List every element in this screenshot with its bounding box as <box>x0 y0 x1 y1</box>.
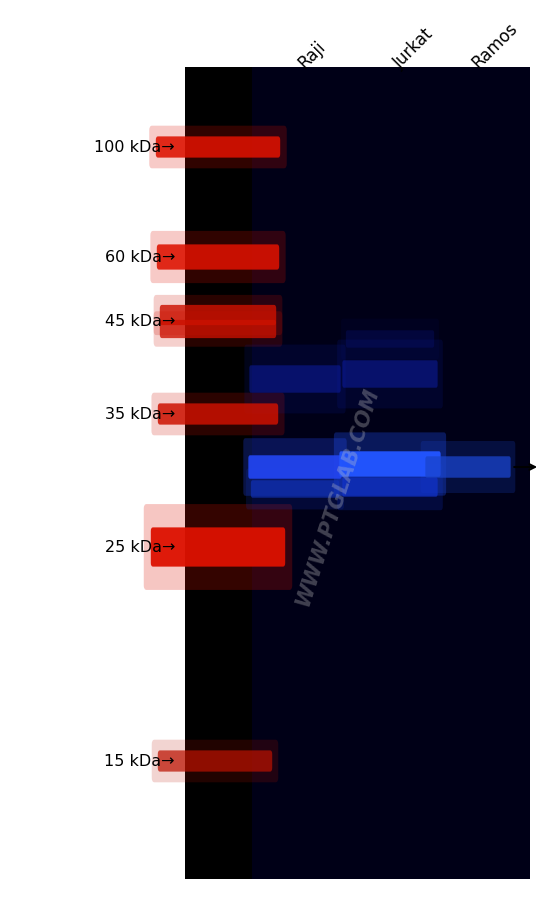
FancyBboxPatch shape <box>341 319 439 360</box>
FancyBboxPatch shape <box>339 452 441 477</box>
FancyBboxPatch shape <box>149 126 287 170</box>
FancyBboxPatch shape <box>244 345 345 414</box>
Text: WWW.PTGLAB.COM: WWW.PTGLAB.COM <box>293 384 382 608</box>
Text: 35 kDa→: 35 kDa→ <box>104 407 175 422</box>
FancyBboxPatch shape <box>156 137 280 159</box>
FancyBboxPatch shape <box>337 465 443 511</box>
Text: Jurkat: Jurkat <box>390 25 437 72</box>
FancyBboxPatch shape <box>151 393 284 436</box>
Text: 45 kDa→: 45 kDa→ <box>104 314 175 329</box>
FancyBboxPatch shape <box>144 504 292 590</box>
FancyBboxPatch shape <box>153 296 282 336</box>
FancyBboxPatch shape <box>342 361 438 388</box>
FancyBboxPatch shape <box>151 528 285 567</box>
FancyBboxPatch shape <box>346 331 434 348</box>
Text: Ramos: Ramos <box>468 19 521 72</box>
FancyBboxPatch shape <box>160 320 276 339</box>
FancyBboxPatch shape <box>153 312 282 347</box>
FancyBboxPatch shape <box>251 481 339 498</box>
FancyBboxPatch shape <box>425 456 510 478</box>
Text: 60 kDa→: 60 kDa→ <box>104 250 175 265</box>
FancyBboxPatch shape <box>158 750 272 772</box>
FancyBboxPatch shape <box>249 366 340 393</box>
FancyBboxPatch shape <box>243 438 346 496</box>
FancyBboxPatch shape <box>334 433 446 496</box>
FancyBboxPatch shape <box>160 306 276 326</box>
FancyBboxPatch shape <box>150 232 285 284</box>
FancyBboxPatch shape <box>337 340 443 409</box>
Text: 25 kDa→: 25 kDa→ <box>104 540 175 555</box>
Bar <box>185 68 530 879</box>
Text: 15 kDa→: 15 kDa→ <box>104 754 175 769</box>
FancyBboxPatch shape <box>158 404 278 425</box>
FancyBboxPatch shape <box>246 469 344 510</box>
FancyBboxPatch shape <box>342 478 438 497</box>
FancyBboxPatch shape <box>157 245 279 271</box>
FancyBboxPatch shape <box>249 456 342 479</box>
Text: 100 kDa→: 100 kDa→ <box>95 141 175 155</box>
FancyBboxPatch shape <box>421 441 515 493</box>
Text: Raji: Raji <box>295 38 329 72</box>
FancyBboxPatch shape <box>152 740 278 782</box>
Bar <box>252 68 530 879</box>
